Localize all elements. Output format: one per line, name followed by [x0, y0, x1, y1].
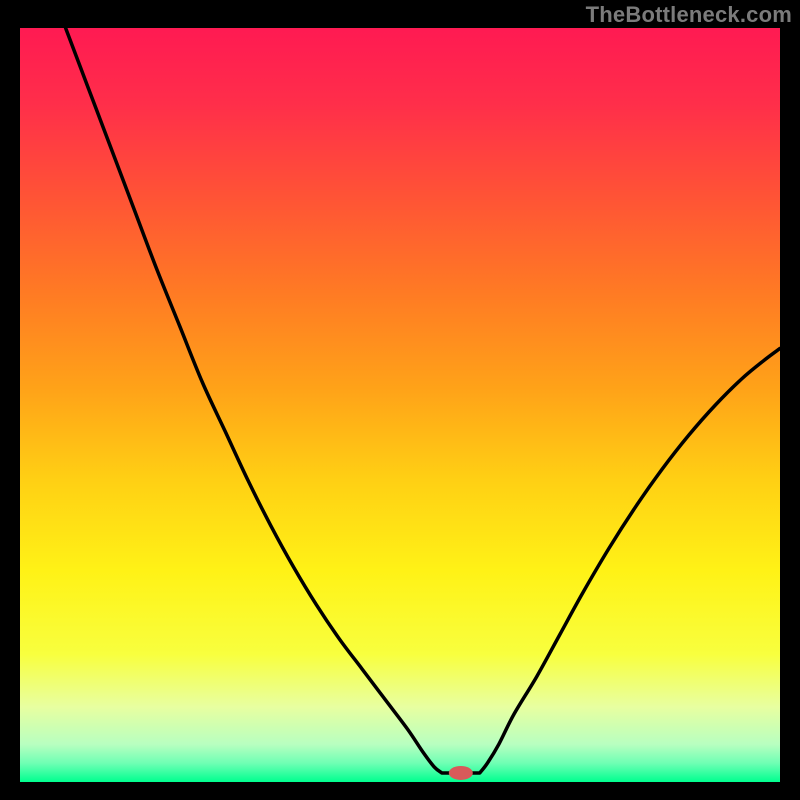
chart-frame: TheBottleneck.com — [0, 0, 800, 800]
watermark-text: TheBottleneck.com — [586, 2, 792, 28]
bottleneck-chart — [0, 0, 800, 800]
minimum-marker — [449, 766, 473, 780]
plot-background — [20, 28, 780, 782]
